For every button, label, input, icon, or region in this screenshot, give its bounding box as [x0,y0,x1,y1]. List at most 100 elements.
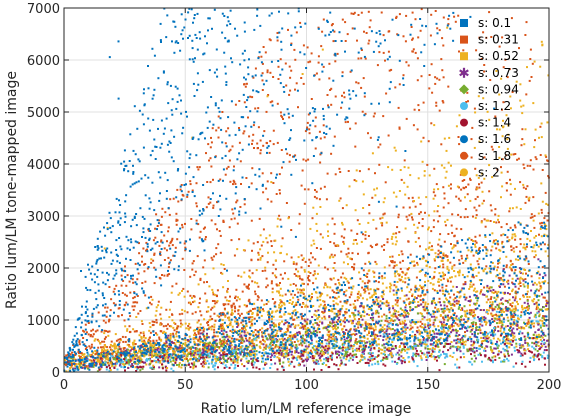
data-point [402,300,405,303]
data-point [129,354,131,357]
data-point [90,353,93,356]
data-point [381,329,383,331]
data-point [96,350,99,353]
data-point [500,311,503,314]
data-point [458,319,461,322]
data-point [469,179,472,181]
data-point [461,307,464,310]
data-point [295,274,298,277]
data-point [143,339,146,342]
data-point [445,332,448,335]
data-point [507,339,510,342]
data-point [187,327,190,330]
data-point [257,336,260,339]
data-point [417,301,420,303]
data-point [540,342,543,345]
data-point [157,361,160,364]
data-point [407,313,410,316]
data-point [161,352,164,355]
data-point [477,338,480,341]
data-point [461,308,464,311]
data-point [529,356,532,359]
data-point [416,312,419,315]
data-point [381,277,384,280]
data-point [484,355,487,358]
data-point [301,323,304,326]
data-point [291,350,293,353]
data-point [496,303,499,306]
data-point [502,321,505,323]
data-point [120,274,123,277]
data-point [386,341,389,344]
data-point [521,344,524,347]
data-point [175,347,178,350]
data-point [347,339,350,342]
data-point [202,329,205,332]
data-point [449,261,452,264]
data-point [489,286,492,289]
data-point [545,224,548,227]
data-point [212,344,215,347]
data-point [292,296,295,299]
data-point [226,343,229,346]
data-point [278,189,281,192]
data-point [398,126,401,129]
data-point [241,349,244,352]
data-point [485,252,488,255]
data-point [496,353,499,356]
data-point [386,328,389,331]
data-point [419,299,422,302]
data-point [397,357,400,360]
data-point [79,362,82,364]
data-point [393,261,396,264]
data-point [500,226,503,229]
data-point [116,368,119,371]
data-point [352,319,355,322]
data-point [331,326,334,329]
data-point [521,128,524,131]
data-point [272,322,275,325]
data-point [403,294,406,297]
data-point [236,330,239,332]
data-point [111,352,114,354]
data-point [507,319,510,322]
data-point [403,322,406,325]
data-point [240,334,243,337]
data-point [469,299,472,302]
data-point [526,237,529,240]
data-point [411,326,414,329]
data-point [442,274,445,277]
data-point [452,345,455,348]
data-point [304,298,306,301]
data-point [486,345,489,348]
data-point [536,350,539,352]
data-point [531,345,534,348]
data-point [412,48,415,51]
data-point [304,320,307,323]
data-point [354,314,357,317]
data-point [73,358,76,361]
data-point [86,359,89,362]
data-point [173,353,176,356]
data-point [529,48,532,51]
data-point [164,345,167,347]
data-point [358,296,361,299]
data-point [392,315,395,318]
data-point [462,318,465,321]
data-point [519,298,522,301]
data-point [414,344,417,347]
data-point [432,299,435,302]
data-point [224,347,227,350]
data-point [360,11,363,14]
data-point [499,277,502,280]
data-point [122,347,125,350]
data-point [370,334,373,337]
data-point [506,346,509,349]
data-point [299,21,302,24]
data-point [205,356,208,359]
data-point [413,345,416,348]
data-point [105,351,108,354]
data-point [118,345,121,348]
data-point [458,306,461,309]
data-point [273,356,276,358]
